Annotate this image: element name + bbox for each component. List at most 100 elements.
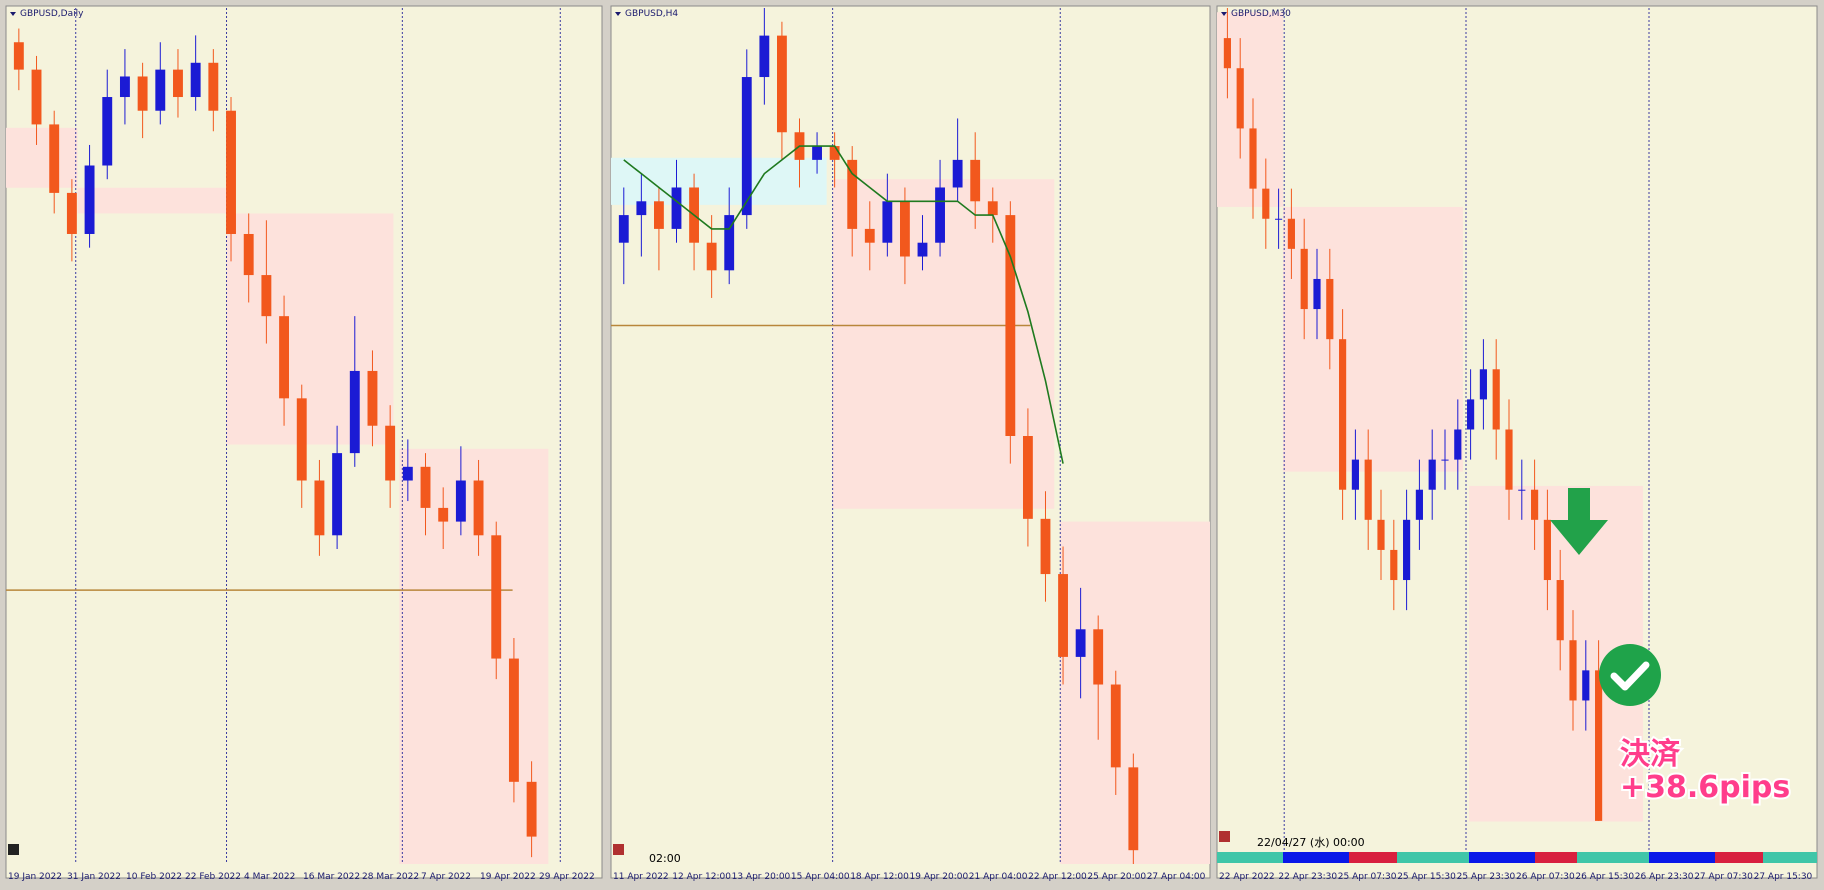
candle-body — [1110, 684, 1121, 768]
candle-body — [899, 201, 910, 257]
candle-body — [1492, 369, 1500, 430]
moving-average — [623, 145, 1064, 464]
candle-body — [49, 124, 60, 193]
x-axis-label: 25 Apr 07:30 — [1338, 872, 1397, 882]
x-axis-label: 22 Feb 2022 — [185, 872, 241, 882]
candle-body — [1313, 278, 1321, 310]
x-axis-label: 22 Apr 23:30 — [1278, 872, 1337, 882]
candle-body — [706, 242, 717, 271]
chart-button[interactable] — [613, 844, 624, 855]
candle-body — [261, 275, 272, 317]
candle-body — [1058, 574, 1068, 657]
candle-body — [455, 480, 466, 522]
x-axis-label: 27 Apr 07:30 — [1694, 872, 1753, 882]
x-axis-label: 25 Apr 20:00 — [1087, 872, 1146, 882]
candle-body — [636, 201, 647, 216]
chart-title: GBPUSD,M30 — [1231, 9, 1291, 19]
x-axis-label: 12 Apr 12:00 — [672, 872, 731, 882]
candle-body — [1428, 459, 1436, 490]
x-axis-label: 11 Apr 2022 — [613, 872, 669, 882]
chart-button[interactable] — [1219, 831, 1230, 842]
check-badge — [1599, 644, 1661, 706]
candle-body — [473, 480, 484, 536]
candle-body — [190, 62, 201, 98]
candle-body — [1505, 429, 1513, 490]
candle-body — [137, 76, 148, 111]
exit-label: 決済 — [1620, 737, 1681, 772]
zone — [1283, 206, 1463, 472]
sell-arrow — [1550, 488, 1608, 555]
time-label: 22/04/27 (水) 00:00 — [1257, 836, 1365, 849]
session-bar — [1217, 852, 1283, 863]
pips-label: +38.6pips — [1620, 770, 1790, 805]
session-bar — [1715, 852, 1763, 863]
candle-body — [1582, 670, 1590, 701]
candle-body — [349, 370, 360, 454]
title-marker — [615, 12, 621, 16]
session-bar — [1283, 852, 1349, 863]
candle-body — [864, 228, 875, 243]
candle-body — [812, 146, 822, 160]
candle-body — [1093, 629, 1104, 685]
x-axis-label: 19 Apr 20:00 — [910, 872, 969, 882]
candle-body — [13, 42, 24, 70]
candle-body — [1339, 339, 1347, 490]
chart-button[interactable] — [8, 844, 19, 855]
candle-body — [1128, 767, 1139, 851]
candle-body — [1300, 248, 1308, 310]
candle-body — [935, 187, 945, 243]
candle-body — [1262, 188, 1270, 219]
x-axis-label: 26 Apr 15:30 — [1575, 872, 1634, 882]
candle-body — [1479, 369, 1487, 400]
candle-body — [491, 535, 502, 659]
candle-body — [385, 425, 396, 481]
candle-body — [1377, 519, 1385, 550]
x-axis-label: 18 Apr 12:00 — [850, 872, 909, 882]
zone — [77, 187, 227, 214]
session-bar — [1535, 852, 1577, 863]
chart-title: GBPUSD,H4 — [625, 9, 678, 19]
chart-title: GBPUSD,Daily — [20, 9, 84, 19]
candle-body — [1403, 519, 1411, 581]
x-axis-label: 15 Apr 04:00 — [791, 872, 850, 882]
title-marker — [1221, 12, 1227, 16]
x-axis-label: 28 Mar 2022 — [362, 872, 419, 882]
candle-body — [1364, 459, 1372, 520]
candle-body — [367, 370, 378, 426]
x-axis-label: 27 Apr 15:30 — [1754, 872, 1813, 882]
candle-body — [1236, 68, 1244, 129]
x-axis-label: 22 Apr 12:00 — [1028, 872, 1087, 882]
candle-body — [724, 215, 735, 271]
check-mark — [1610, 661, 1650, 691]
session-bar — [1763, 852, 1817, 863]
x-axis-label: 19 Jan 2022 — [8, 872, 62, 882]
candle-body — [1467, 399, 1475, 430]
candle-body — [402, 466, 413, 481]
candle-body — [438, 507, 449, 522]
candle-body — [332, 453, 343, 536]
candle-body — [1556, 580, 1564, 641]
candle-body — [671, 187, 682, 229]
candle-body — [420, 466, 431, 508]
x-axis-label: 7 Apr 2022 — [421, 872, 471, 882]
candle-body — [1249, 128, 1257, 189]
candle-body — [1518, 489, 1526, 491]
candle-body — [1075, 629, 1086, 657]
title-marker — [10, 12, 16, 16]
candle-body — [1275, 218, 1283, 220]
candle-body — [1415, 489, 1423, 520]
candle-body — [84, 165, 95, 234]
candle-body — [917, 242, 928, 257]
candle-body — [173, 69, 183, 98]
x-axis-label: 21 Apr 04:00 — [969, 872, 1028, 882]
candle-body — [829, 146, 840, 160]
candle-body — [1351, 459, 1359, 490]
candle-body — [208, 62, 219, 111]
candle-body — [526, 781, 537, 837]
candle-body — [296, 398, 307, 481]
candle-body — [119, 76, 130, 98]
x-axis-label: 26 Apr 07:30 — [1516, 872, 1575, 882]
x-axis-label: 29 Apr 2022 — [539, 872, 595, 882]
